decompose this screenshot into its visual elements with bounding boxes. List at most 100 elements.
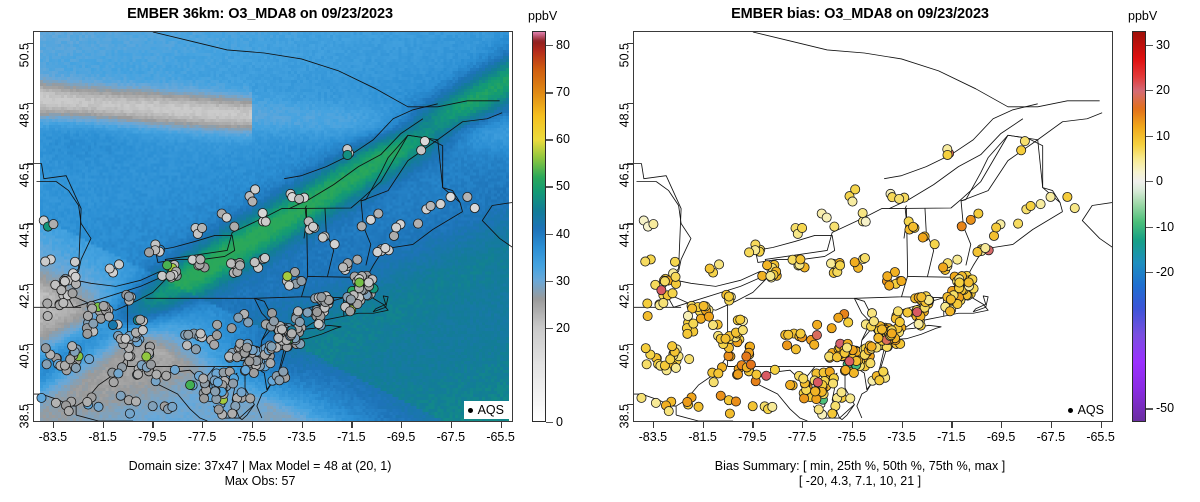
aqs-bias-marker[interactable] <box>845 393 856 404</box>
aqs-bias-marker[interactable] <box>663 406 674 417</box>
aqs-bias-marker[interactable] <box>826 258 837 269</box>
aqs-site-marker[interactable] <box>113 368 124 379</box>
aqs-site-marker[interactable] <box>59 360 70 371</box>
aqs-site-marker[interactable] <box>363 277 374 288</box>
aqs-bias-marker[interactable] <box>876 324 887 335</box>
aqs-site-marker[interactable] <box>286 328 297 339</box>
aqs-bias-marker[interactable] <box>848 367 859 378</box>
aqs-site-marker[interactable] <box>212 319 223 330</box>
aqs-site-marker[interactable] <box>48 219 59 230</box>
aqs-site-marker[interactable] <box>82 310 93 321</box>
aqs-site-marker[interactable] <box>274 375 285 386</box>
aqs-bias-marker[interactable] <box>724 408 735 419</box>
aqs-site-marker[interactable] <box>296 276 307 286</box>
aqs-bias-marker[interactable] <box>667 341 678 352</box>
aqs-site-marker[interactable] <box>316 292 327 303</box>
aqs-bias-marker[interactable] <box>810 386 821 397</box>
aqs-site-marker[interactable] <box>391 222 402 233</box>
aqs-bias-marker[interactable] <box>827 408 838 419</box>
aqs-bias-marker[interactable] <box>769 364 780 375</box>
aqs-bias-marker[interactable] <box>860 216 871 227</box>
aqs-site-marker[interactable] <box>182 340 193 351</box>
aqs-bias-marker[interactable] <box>809 339 820 350</box>
aqs-site-marker[interactable] <box>107 320 118 331</box>
aqs-bias-marker[interactable] <box>972 247 983 258</box>
aqs-site-marker[interactable] <box>229 221 240 232</box>
aqs-bias-marker[interactable] <box>889 267 900 278</box>
aqs-site-marker[interactable] <box>249 257 260 268</box>
aqs-bias-marker[interactable] <box>670 256 681 267</box>
aqs-site-marker[interactable] <box>185 380 196 390</box>
aqs-site-marker[interactable] <box>236 387 247 398</box>
aqs-site-marker[interactable] <box>124 408 135 419</box>
aqs-bias-marker[interactable] <box>659 276 670 287</box>
aqs-site-marker[interactable] <box>195 328 206 339</box>
aqs-site-marker[interactable] <box>313 319 324 330</box>
aqs-bias-marker[interactable] <box>684 354 695 365</box>
aqs-bias-marker[interactable] <box>704 311 714 322</box>
aqs-bias-marker[interactable] <box>812 319 823 330</box>
aqs-site-marker[interactable] <box>123 291 134 302</box>
aqs-site-marker[interactable] <box>165 271 176 282</box>
aqs-site-marker[interactable] <box>259 253 270 264</box>
aqs-bias-marker[interactable] <box>865 358 876 369</box>
aqs-bias-marker[interactable] <box>811 330 822 341</box>
aqs-site-marker[interactable] <box>268 316 279 327</box>
aqs-bias-marker[interactable] <box>1025 201 1036 211</box>
aqs-site-marker[interactable] <box>294 193 305 204</box>
aqs-site-marker[interactable] <box>70 256 81 267</box>
aqs-site-marker[interactable] <box>260 216 271 227</box>
aqs-bias-marker[interactable] <box>836 387 847 398</box>
aqs-bias-marker[interactable] <box>882 271 893 282</box>
aqs-bias-marker[interactable] <box>902 307 913 318</box>
aqs-bias-marker[interactable] <box>785 380 796 390</box>
aqs-site-marker[interactable] <box>221 212 232 223</box>
aqs-bias-marker[interactable] <box>650 397 661 408</box>
aqs-site-marker[interactable] <box>212 377 223 388</box>
aqs-bias-marker[interactable] <box>874 375 885 386</box>
aqs-bias-marker[interactable] <box>965 214 976 225</box>
aqs-bias-marker[interactable] <box>843 317 854 328</box>
aqs-site-marker[interactable] <box>87 303 98 314</box>
aqs-site-marker[interactable] <box>197 223 208 233</box>
aqs-bias-marker[interactable] <box>821 212 832 223</box>
aqs-bias-marker[interactable] <box>829 221 840 232</box>
aqs-bias-marker[interactable] <box>894 193 905 204</box>
aqs-site-marker[interactable] <box>289 267 300 278</box>
aqs-bias-marker[interactable] <box>952 254 963 265</box>
aqs-site-marker[interactable] <box>284 280 295 291</box>
aqs-bias-marker[interactable] <box>847 196 858 207</box>
aqs-site-marker[interactable] <box>70 271 81 282</box>
aqs-site-marker[interactable] <box>243 317 254 328</box>
aqs-bias-marker[interactable] <box>878 366 889 377</box>
aqs-site-marker[interactable] <box>329 239 340 250</box>
aqs-bias-marker[interactable] <box>640 256 651 267</box>
aqs-site-marker[interactable] <box>169 364 180 375</box>
aqs-site-marker[interactable] <box>380 243 391 254</box>
aqs-site-marker[interactable] <box>308 221 319 232</box>
aqs-site-marker[interactable] <box>93 401 104 412</box>
aqs-bias-marker[interactable] <box>670 362 681 373</box>
aqs-bias-marker[interactable] <box>745 359 756 370</box>
aqs-site-marker[interactable] <box>278 366 289 377</box>
aqs-site-marker[interactable] <box>63 406 74 417</box>
aqs-bias-marker[interactable] <box>693 401 704 412</box>
aqs-bias-marker[interactable] <box>893 306 903 317</box>
aqs-site-marker[interactable] <box>345 306 356 317</box>
aqs-site-marker[interactable] <box>130 396 141 407</box>
aqs-bias-marker[interactable] <box>707 320 718 331</box>
aqs-site-marker[interactable] <box>132 369 143 380</box>
aqs-site-marker[interactable] <box>338 262 349 273</box>
aqs-site-marker[interactable] <box>226 323 237 334</box>
aqs-site-marker[interactable] <box>352 254 363 265</box>
aqs-bias-marker[interactable] <box>866 341 877 352</box>
aqs-bias-marker[interactable] <box>832 352 843 363</box>
aqs-bias-marker[interactable] <box>1035 199 1046 210</box>
aqs-bias-marker[interactable] <box>659 360 670 371</box>
aqs-site-marker[interactable] <box>244 356 255 367</box>
aqs-site-marker[interactable] <box>265 358 276 369</box>
aqs-bias-marker[interactable] <box>956 221 967 232</box>
aqs-bias-marker[interactable] <box>1045 191 1056 202</box>
aqs-site-marker[interactable] <box>67 288 78 299</box>
aqs-bias-marker[interactable] <box>867 308 877 319</box>
